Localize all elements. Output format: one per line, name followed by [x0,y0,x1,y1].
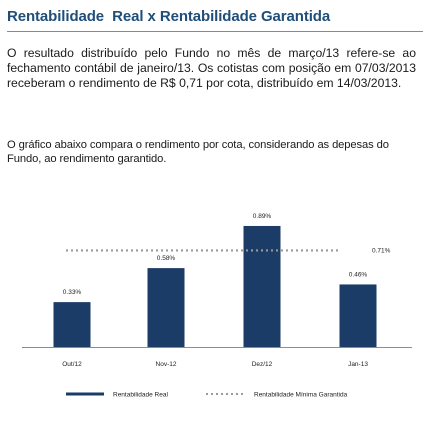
data-label-3: 0.46% [349,271,368,278]
bar-chart: 0.33% 0.58% 0.89% 0.46% 0.71% Out/12 Nov-12 Dez… [22,213,412,399]
bar-2 [243,225,281,347]
chart-intro-paragraph: O gráfico abaixo compara o rendimento po… [7,139,389,165]
x-tick-label-2: Dez/12 [252,361,273,368]
bar-0 [53,302,91,347]
x-tick-label-0: Out/12 [62,361,82,368]
bar-3 [339,284,377,347]
page-title: Rentabilidade Real x Rentabilidade Garan… [7,8,331,25]
chart-container: 0.33% 0.58% 0.89% 0.46% 0.71% Out/12 Nov-12 Dez… [0,195,444,423]
description-paragraph: O resultado distribuído pelo Fundo no mê… [7,46,416,90]
x-tick-label-1: Nov-12 [156,361,177,368]
reference-line-label: 0.71% [372,247,391,254]
data-label-2: 0.89% [253,213,272,220]
legend-label-real: Rentabilidade Real [113,392,168,399]
legend-label-guaranteed: Rentabilidade Mínima Garantida [254,392,348,399]
bar-1 [147,268,185,347]
data-label-1: 0.58% [157,255,176,262]
title-divider [7,31,423,32]
x-tick-label-3: Jan-13 [348,361,368,368]
data-label-0: 0.33% [63,289,82,296]
